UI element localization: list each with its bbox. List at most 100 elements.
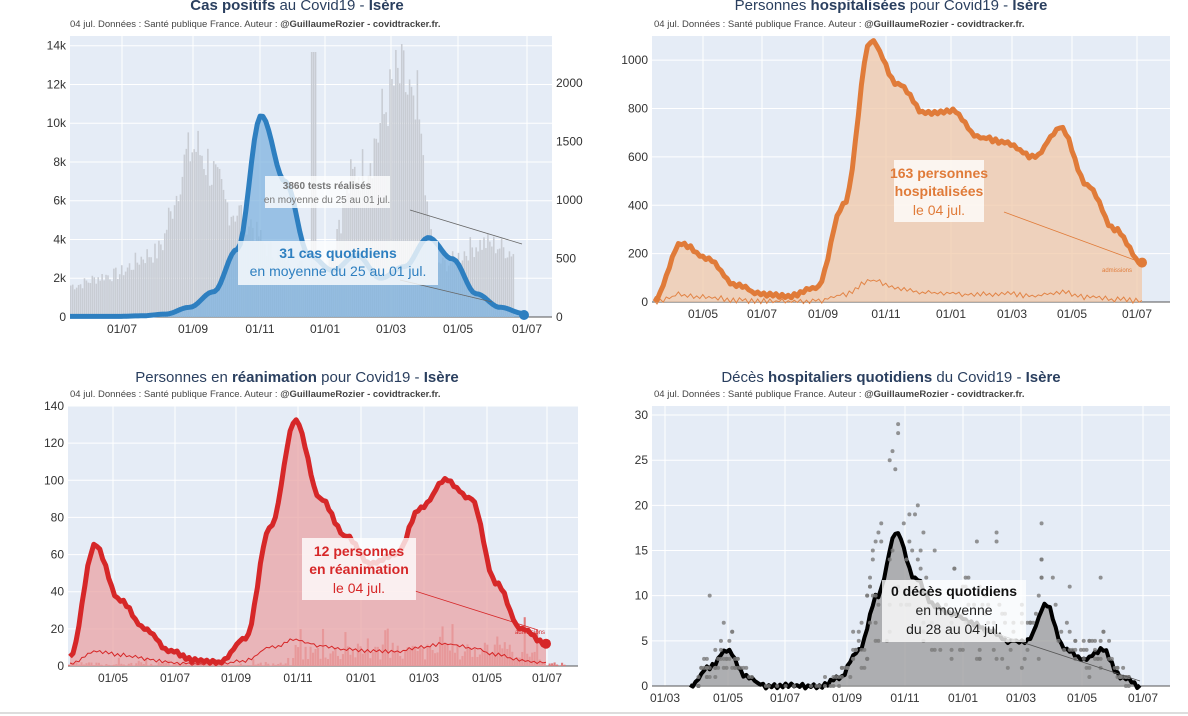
annotation-box [894, 160, 984, 222]
tests-bar [404, 92, 407, 317]
x-tick-label: 01/11 [871, 307, 900, 321]
tests-bar [481, 249, 483, 317]
tests-bar [130, 269, 133, 317]
tests-bar [124, 271, 127, 317]
daily-death-point [907, 539, 912, 544]
tests-bar [193, 149, 195, 317]
tests-bar [203, 169, 205, 317]
daily-death-point [1050, 575, 1055, 580]
tests-bar [469, 237, 472, 317]
annotation-admissions: admissions [1102, 268, 1132, 274]
tests-bar [473, 257, 475, 317]
hosp-line [652, 38, 1144, 303]
daily-death-point [873, 638, 878, 643]
daily-death-point [870, 557, 875, 562]
tests-bar [361, 149, 364, 317]
annotation-box [302, 538, 416, 600]
x-tick-label: 01/05 [472, 671, 502, 685]
tests-bar [195, 151, 197, 317]
daily-death-point [1036, 593, 1041, 598]
daily-death-point [733, 665, 737, 670]
tests-bar [418, 119, 421, 317]
daily-death-point [721, 620, 726, 625]
annotation-hosp-line3: le 04 jul. [913, 202, 965, 218]
y-tick-label: 400 [628, 198, 648, 212]
tests-bar [475, 247, 477, 317]
tests-bar [408, 79, 411, 317]
daily-death-point [735, 665, 740, 670]
daily-death-point [870, 548, 875, 553]
x-tick-label: 01/11 [245, 322, 274, 336]
daily-death-point [1084, 647, 1089, 652]
daily-death-point [893, 467, 898, 472]
tests-bar [140, 256, 143, 317]
daily-death-point [783, 684, 788, 688]
tests-bar [109, 279, 111, 317]
annotation-rea-line1: 12 personnes [314, 543, 404, 559]
daily-death-point [1064, 620, 1069, 625]
daily-death-point [1067, 629, 1072, 634]
tests-bar [97, 277, 99, 317]
x-tick-label: 01/03 [1006, 691, 1036, 705]
y-tick-label: 200 [628, 247, 648, 261]
daily-death-point [724, 665, 729, 670]
daily-death-point [873, 593, 878, 598]
x-tick-label: 01/05 [1057, 307, 1087, 321]
daily-death-point [1098, 638, 1103, 643]
admissions-bar [561, 662, 564, 666]
chart-deces: 01/03 01/05 01/07 01/09 01/11 01/01 01/03 01/05… [635, 406, 1170, 705]
chart-title: Personnes en réanimation pour Covid19 - … [135, 369, 459, 386]
x-tick-label: 01/11 [283, 671, 312, 685]
tests-bar [156, 258, 158, 317]
tests-bar [500, 238, 503, 317]
tests-bar [412, 95, 415, 317]
daily-death-point [704, 656, 709, 661]
tests-bar [496, 249, 499, 317]
daily-death-point [1025, 620, 1030, 625]
tests-bar [87, 282, 90, 317]
y-tick-label: 60 [51, 548, 65, 562]
daily-death-point [856, 629, 861, 634]
annotation-deces-title: 0 décès quotidiens [891, 583, 1017, 599]
daily-death-point [1059, 629, 1064, 634]
daily-death-point [704, 674, 709, 679]
y-tick-label: 4k [53, 232, 67, 246]
tests-bar [199, 155, 201, 317]
annotation-box [238, 241, 438, 285]
daily-death-point [1062, 647, 1067, 652]
tests-bar [95, 283, 98, 317]
bottom-divider [0, 712, 1188, 714]
chart-title: Cas positifs au Covid19 - Isère [190, 0, 404, 14]
daily-death-point [808, 684, 813, 688]
tests-bar [187, 132, 190, 317]
x-tick-label: 01/07 [107, 322, 137, 336]
daily-death-point [974, 656, 979, 661]
annotation-cases-title: 31 cas quotidiens [279, 245, 397, 261]
tests-bar [377, 142, 380, 317]
chart-reanimation: 01/05 01/07 01/09 01/11 01/01 01/03 01/05 01/07… [44, 399, 578, 685]
daily-death-point [1081, 656, 1086, 661]
daily-death-point [1115, 674, 1120, 679]
x-tick-label: 01/09 [178, 322, 208, 336]
y-tick-label: 600 [628, 150, 648, 164]
daily-death-point [721, 656, 726, 661]
daily-death-point [1121, 665, 1126, 670]
y-tick-label: 1000 [621, 53, 648, 67]
daily-death-point [1123, 684, 1128, 688]
daily-death-point [702, 656, 707, 661]
daily-death-point [952, 566, 957, 571]
tests-bar [120, 265, 123, 317]
admissions-bar [551, 663, 554, 666]
admissions-bar [563, 664, 566, 666]
tests-bar [379, 123, 381, 317]
daily-death-point [738, 665, 743, 670]
chart-panel-cas-positifs: Cas positifs au Covid19 - Isère 04 jul. … [0, 0, 594, 358]
daily-death-point [716, 656, 721, 661]
y-tick-label: 20 [635, 498, 649, 512]
tests-bar [406, 94, 409, 317]
tests-bar [75, 287, 78, 317]
annotation-arrow [409, 209, 523, 245]
daily-death-point [1022, 656, 1027, 661]
tests-bar [81, 288, 84, 317]
daily-death-point [823, 684, 827, 688]
